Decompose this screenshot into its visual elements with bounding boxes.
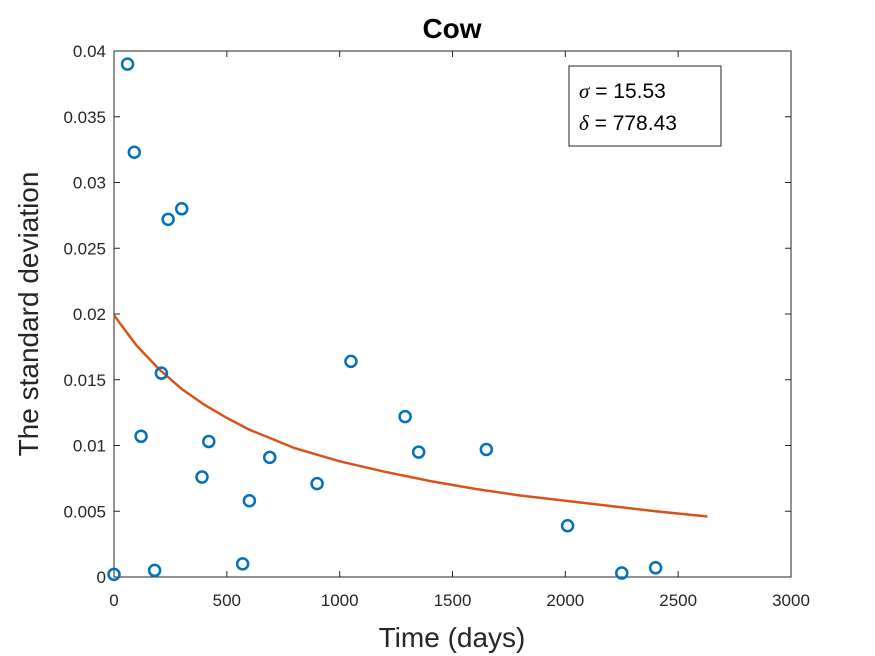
- x-tick-label: 500: [213, 591, 241, 610]
- x-tick-label: 2500: [659, 591, 697, 610]
- data-point: [235, 557, 250, 571]
- data-point: [242, 493, 257, 508]
- x-tick-label: 2000: [546, 591, 584, 610]
- scatter-points: [107, 57, 663, 582]
- data-point: [648, 561, 663, 575]
- y-tick-label: 0.025: [63, 239, 106, 258]
- x-tick-label: 3000: [772, 591, 810, 610]
- legend-line-delta: δ = 778.43: [579, 111, 677, 135]
- data-point: [560, 518, 575, 533]
- data-point: [479, 442, 494, 457]
- data-point: [161, 212, 175, 227]
- delta-symbol: δ: [579, 111, 590, 135]
- chart-title: Cow: [422, 13, 481, 44]
- x-tick-label: 1500: [434, 591, 472, 610]
- y-axis-title: The standard deviation: [13, 172, 44, 457]
- y-tick-label: 0.01: [73, 437, 106, 456]
- delta-value: = 778.43: [589, 112, 677, 135]
- data-point: [262, 450, 277, 465]
- data-point: [202, 434, 216, 449]
- data-point: [174, 202, 189, 216]
- x-axis-title: Time (days): [379, 622, 526, 653]
- y-tick-label: 0.035: [63, 108, 106, 127]
- legend-box: σ = 15.53 δ = 778.43: [568, 65, 722, 147]
- x-tick-label: 1000: [321, 591, 359, 610]
- y-tick-label: 0.03: [73, 174, 106, 193]
- y-tick-label: 0.015: [63, 371, 106, 390]
- data-point: [195, 470, 209, 484]
- data-point: [134, 429, 148, 444]
- y-tick-label: 0: [97, 568, 106, 587]
- data-point: [411, 445, 426, 459]
- y-axis: 0 0.005 0.01 0.015 0.02 0.025 0.03 0.035 0.04: [63, 42, 791, 587]
- y-tick-label: 0.005: [63, 502, 106, 521]
- y-tick-label: 0.02: [73, 305, 106, 324]
- data-point: [398, 409, 412, 424]
- sigma-value: = 15.53: [589, 80, 665, 103]
- data-point: [147, 563, 162, 578]
- legend-line-sigma: σ = 15.53: [579, 79, 666, 103]
- data-point: [615, 566, 629, 580]
- x-tick-label: 0: [109, 591, 118, 610]
- data-point: [310, 476, 324, 491]
- y-tick-label: 0.04: [73, 42, 106, 61]
- data-point: [154, 366, 169, 380]
- data-point: [107, 567, 121, 582]
- data-point: [120, 57, 135, 71]
- data-point: [344, 354, 358, 369]
- fit-curve: [112, 314, 708, 518]
- x-axis: 0 500 1000 1500 2000 2500 3000: [109, 51, 810, 610]
- sigma-symbol: σ: [579, 79, 591, 103]
- data-point: [127, 145, 142, 160]
